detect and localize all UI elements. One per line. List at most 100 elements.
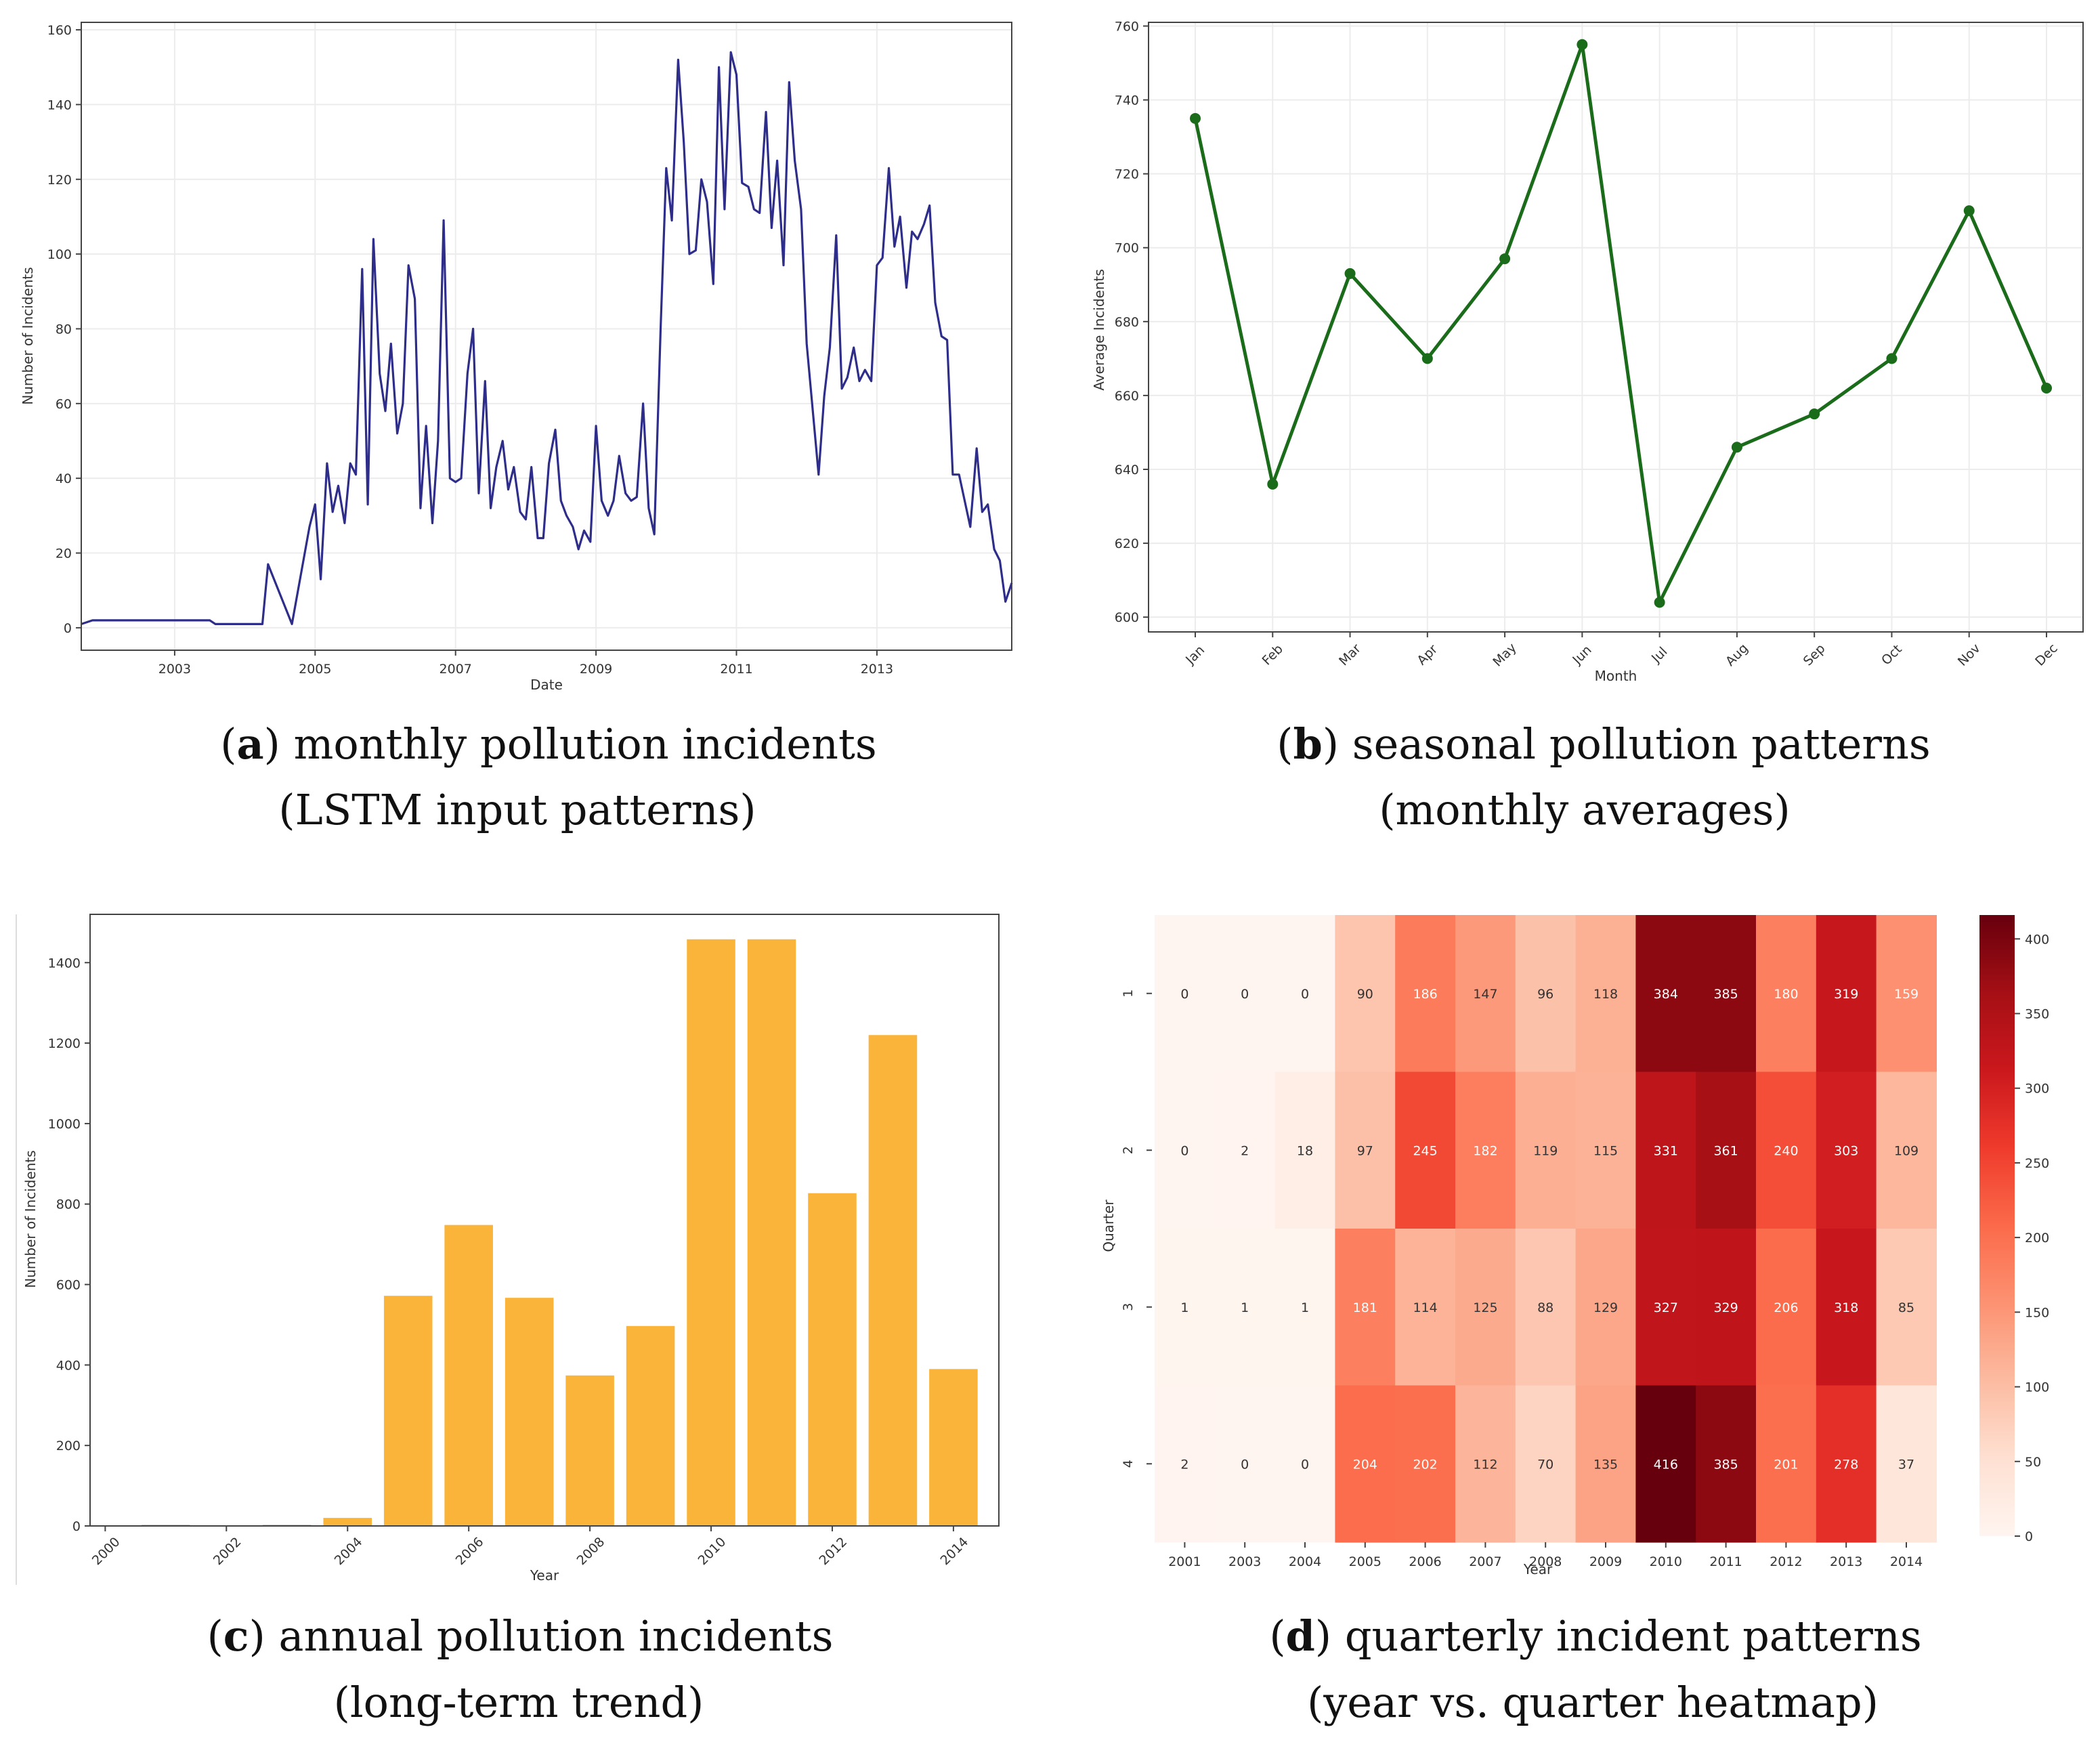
panel-c-ytick-label: 1400: [48, 956, 81, 971]
panel-c-xtick-label: 2004: [332, 1535, 366, 1569]
colorbar-tick-label: 250: [2025, 1156, 2049, 1171]
panel-d-ytick-label: 3: [1121, 1303, 1136, 1311]
panel-b-point: [1731, 442, 1742, 453]
heatmap-cell: [1635, 1229, 1696, 1386]
panel-d-xtick-label: 2003: [1228, 1554, 1261, 1569]
heatmap-cell-value: 181: [1353, 1300, 1377, 1315]
heatmap-cell-value: 385: [1713, 987, 1738, 1002]
panel-b-ylabel: Average Incidents: [1091, 269, 1107, 391]
heatmap-cell-value: 385: [1713, 1457, 1738, 1472]
panel-b-xtick-label: Oct: [1879, 642, 1905, 668]
panel-b-ytick-label: 600: [1115, 610, 1139, 625]
heatmap-cell: [1816, 1385, 1877, 1543]
caption-c-line1: (c) annual pollution incidents: [207, 1611, 834, 1661]
panel-a-xtick-label: 2009: [580, 662, 612, 677]
panel-d-xtick-label: 2005: [1349, 1554, 1381, 1569]
heatmap-cell: [1696, 915, 1757, 1073]
heatmap-cell: [1155, 915, 1216, 1073]
panel-b-point: [1267, 478, 1279, 490]
panel-a-frame: [81, 22, 1012, 651]
panel-a-xlabel: Date: [530, 677, 563, 693]
panel-d-xtick-label: 2013: [1830, 1554, 1862, 1569]
panel-c-bar: [626, 1325, 675, 1526]
panel-c-xtick-label: 2000: [89, 1535, 123, 1569]
panel-d-xtick-label: 2006: [1409, 1554, 1441, 1569]
panel-c-ytick-label: 0: [72, 1519, 81, 1534]
heatmap-cell-value: 115: [1593, 1143, 1618, 1158]
heatmap-cell: [1395, 1229, 1456, 1386]
panel-c-bar: [868, 1035, 918, 1526]
panel-c-xtick-label: 2002: [211, 1535, 244, 1569]
panel-c-bar: [565, 1375, 614, 1526]
panel-d-ytick-label: 1: [1121, 990, 1136, 998]
panel-c-xtick-label: 2010: [695, 1535, 729, 1569]
heatmap-cell-value: 331: [1654, 1143, 1678, 1158]
panel-d-xtick-label: 2012: [1770, 1554, 1802, 1569]
panel-c-ylabel: Number of Incidents: [22, 1150, 39, 1288]
caption-c-letter: c: [223, 1611, 249, 1661]
panel-b-point: [1809, 408, 1820, 420]
heatmap-cell: [1155, 1229, 1216, 1386]
heatmap-cell: [1395, 915, 1456, 1073]
heatmap-cell: [1155, 1071, 1216, 1229]
heatmap-cell-value: 278: [1834, 1457, 1858, 1472]
panel-d-xtick-label: 2001: [1168, 1554, 1201, 1569]
heatmap-cell: [1635, 1385, 1696, 1543]
heatmap-cell-value: 112: [1473, 1457, 1497, 1472]
heatmap-cell: [1876, 1071, 1937, 1229]
panel-a-ytick-label: 100: [47, 247, 72, 262]
heatmap-cell: [1214, 1385, 1276, 1543]
heatmap-cell-value: 97: [1357, 1143, 1373, 1158]
panel-b-xtick-label: Dec: [2032, 641, 2061, 669]
panel-b-ytick-label: 680: [1115, 315, 1139, 330]
panel-d-xtick-label: 2009: [1589, 1554, 1622, 1569]
heatmap-cell: [1515, 915, 1577, 1073]
heatmap-cell: [1696, 1229, 1757, 1386]
caption-c-line2: (long-term trend): [334, 1678, 704, 1727]
heatmap-cell: [1635, 1071, 1696, 1229]
heatmap-cell-value: 18: [1297, 1143, 1313, 1158]
heatmap-cell-value: 0: [1180, 1143, 1188, 1158]
heatmap-cell-value: 114: [1413, 1300, 1437, 1315]
panel-a-ytick-label: 80: [56, 322, 72, 337]
heatmap-cell-value: 303: [1834, 1143, 1858, 1158]
heatmap-cell-value: 186: [1413, 987, 1437, 1002]
panel-c-xtick-label: 2006: [453, 1535, 487, 1569]
heatmap-cell-value: 88: [1537, 1300, 1553, 1315]
panel-b-xtick-label: Aug: [1723, 641, 1751, 669]
panel-b-xtick-label: Feb: [1260, 641, 1286, 668]
caption-d-text: quarterly incident patterns: [1331, 1611, 1922, 1661]
heatmap-cell: [1274, 1071, 1335, 1229]
caption-a-letter: a: [236, 719, 263, 769]
heatmap-cell-value: 318: [1834, 1300, 1858, 1315]
panel-b-ytick-label: 620: [1115, 536, 1139, 551]
panel-c-bar: [687, 939, 735, 1526]
heatmap-cell-value: 0: [1301, 1457, 1309, 1472]
panel-d-xtick-label: 2004: [1289, 1554, 1321, 1569]
colorbar-tick-label: 200: [2025, 1231, 2049, 1246]
panel-b-xtick-label: Apr: [1414, 641, 1440, 668]
heatmap-cell: [1455, 1071, 1516, 1229]
panel-a-ylabel: Number of Incidents: [20, 267, 36, 404]
colorbar-tick-label: 300: [2025, 1082, 2049, 1097]
panel-b-point: [1577, 39, 1588, 50]
heatmap-cell-value: 319: [1834, 987, 1858, 1002]
heatmap-cell: [1756, 1385, 1817, 1543]
panel-d-ytick-label: 4: [1121, 1460, 1136, 1468]
panel-b-series-line: [1193, 43, 2049, 604]
heatmap-cell: [1816, 915, 1877, 1073]
colorbar-tick-label: 0: [2025, 1529, 2033, 1544]
panel-b-point: [1499, 253, 1511, 265]
caption-d-line1: (d) quarterly incident patterns: [1269, 1611, 1921, 1661]
panel-d-ytick-label: 2: [1121, 1146, 1136, 1154]
heatmap-cell-value: 327: [1654, 1300, 1678, 1315]
panel-a-monthly-line-chart: 0 20 40 60 80 100 120 140 160 2003 2005 2007 2009 20…: [20, 22, 1013, 693]
heatmap-cell-value: 329: [1713, 1300, 1738, 1315]
heatmap-cell: [1455, 1229, 1516, 1386]
caption-d-letter: d: [1286, 1611, 1315, 1661]
heatmap-cell-value: 159: [1894, 987, 1919, 1002]
heatmap-cell-value: 85: [1898, 1300, 1914, 1315]
heatmap-cell: [1274, 1229, 1335, 1386]
heatmap-cell: [1635, 915, 1696, 1073]
